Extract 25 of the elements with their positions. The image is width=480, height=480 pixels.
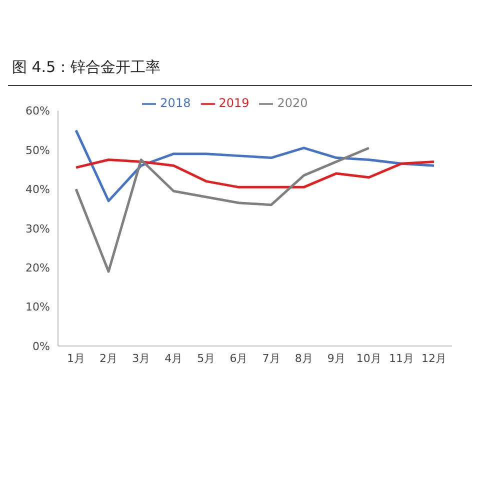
y-tick-label: 40% [26, 183, 50, 196]
x-tick-label: 6月 [230, 352, 248, 365]
y-tick-label: 30% [26, 222, 50, 236]
y-tick-label: 10% [26, 300, 50, 314]
legend-label: 2018 [160, 96, 191, 110]
y-tick-label: 60% [26, 104, 50, 118]
x-tick-label: 5月 [197, 352, 216, 365]
x-tick-label: 8月 [294, 352, 313, 365]
x-tick-label: 7月 [262, 352, 280, 365]
x-tick-label: 11月 [388, 352, 414, 365]
x-tick-label: 2月 [100, 352, 118, 365]
x-tick-label: 9月 [327, 352, 346, 365]
y-tick-label: 0% [32, 340, 50, 353]
x-tick-label: 4月 [164, 352, 183, 365]
line-series [74, 158, 436, 188]
line-series [74, 146, 370, 273]
x-tick-label: 12月 [422, 352, 446, 365]
chart-title: 图 4.5：锌合金开工率 [8, 8, 472, 86]
y-tick-label: 20% [26, 261, 50, 274]
x-tick-label: 1月 [67, 352, 85, 365]
legend-label: 2020 [277, 96, 308, 110]
x-tick-label: 3月 [132, 352, 150, 365]
x-tick-label: 10月 [356, 352, 382, 365]
legend-label: 2019 [218, 96, 250, 110]
y-tick-label: 50% [26, 144, 50, 157]
